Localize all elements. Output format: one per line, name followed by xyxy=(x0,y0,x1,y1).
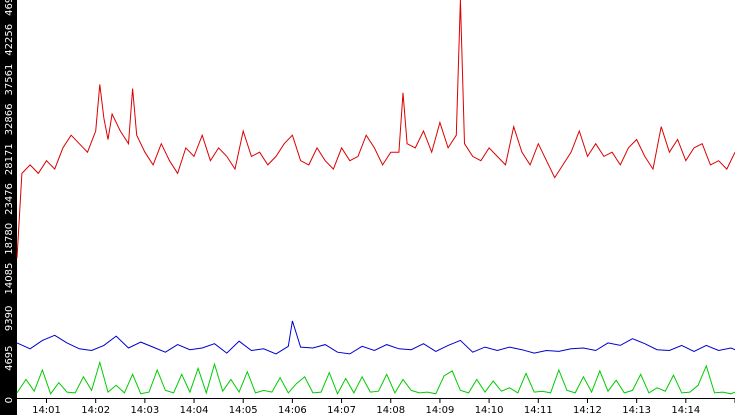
x-tick-label: 14:09 xyxy=(426,405,455,415)
y-tick-label: 0 xyxy=(4,397,15,403)
x-tick-label: 14:10 xyxy=(475,405,504,415)
x-tick-label: 14:14 xyxy=(671,405,700,415)
y-tick-label: 23476 xyxy=(4,183,15,215)
y-tick-label: 37561 xyxy=(4,64,15,96)
y-axis-band xyxy=(0,0,17,415)
x-tick-label: 14:11 xyxy=(524,405,553,415)
y-tick-label: 4695 xyxy=(4,345,15,370)
y-tick-label: 32866 xyxy=(4,103,15,135)
x-tick-label: 14:05 xyxy=(229,405,258,415)
series-line-2 xyxy=(16,360,735,395)
x-tick-label: 14:07 xyxy=(327,405,356,415)
x-tick-label: 14:06 xyxy=(278,405,307,415)
x-tick-label: 14:04 xyxy=(180,405,209,415)
series-layer xyxy=(16,0,735,395)
series-line-0 xyxy=(16,0,735,259)
y-tick-label: 46952 xyxy=(4,0,15,16)
x-tick-label: 14:02 xyxy=(81,405,110,415)
x-axis-ticks: 14:01 14:02 14:03 14:04 14:05 14:06 14:07 14:08… xyxy=(32,398,735,415)
y-tick-label: 18780 xyxy=(4,223,15,255)
series-line-1 xyxy=(16,320,735,355)
x-tick-label: 14:01 xyxy=(32,405,61,415)
y-axis-ticks: 0 4695 9390 14085 18780 23476 28171 32866 37561 4… xyxy=(4,0,15,403)
y-tick-label: 9390 xyxy=(4,306,15,331)
y-tick-label: 42256 xyxy=(4,24,15,56)
y-tick-label: 14085 xyxy=(4,263,15,295)
y-tick-label: 28171 xyxy=(4,143,15,175)
x-tick-label: 14:12 xyxy=(573,405,602,415)
x-tick-label: 14:13 xyxy=(622,405,651,415)
x-tick-label: 14:08 xyxy=(376,405,405,415)
x-tick-label: 14:03 xyxy=(130,405,159,415)
